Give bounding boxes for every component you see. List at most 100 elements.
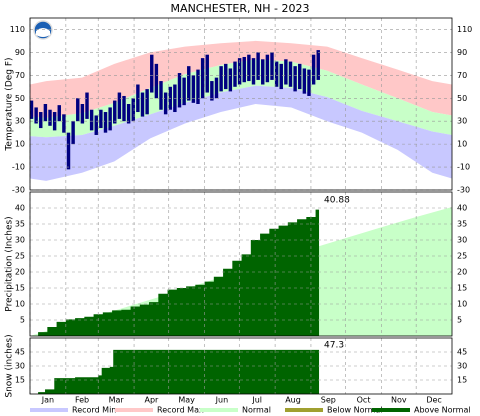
observed-temp-bar bbox=[62, 114, 66, 133]
y-tick-label: 40 bbox=[15, 204, 25, 213]
panel-frame bbox=[29, 337, 453, 395]
observed-temp-bar bbox=[76, 98, 80, 122]
observed-temp-bar bbox=[284, 59, 288, 85]
observed-temp-bar bbox=[256, 52, 260, 80]
observed-temp-bar bbox=[279, 63, 283, 90]
y-tick-label-right: 20 bbox=[457, 268, 467, 277]
panel-frame bbox=[29, 191, 453, 337]
observed-temp-bar bbox=[307, 69, 311, 96]
legend-label: Record Max bbox=[157, 406, 204, 415]
observed-temp-bar bbox=[154, 63, 159, 99]
x-tick-label: Jan bbox=[41, 396, 54, 405]
x-tick-label: Feb bbox=[75, 396, 89, 405]
observed-temp-bar bbox=[302, 68, 307, 94]
observed-temp-bar bbox=[311, 54, 316, 85]
observed-temp-bar bbox=[103, 112, 108, 133]
y-tick-label-right: 15 bbox=[457, 376, 467, 385]
y-tick-label-right: 35 bbox=[457, 220, 467, 229]
observed-temp-bar bbox=[39, 112, 43, 129]
observed-temp-bar bbox=[177, 73, 182, 108]
y-tick-label: 110 bbox=[10, 25, 25, 34]
observed-temp-bar bbox=[136, 84, 140, 113]
observed-temp-bar bbox=[150, 54, 154, 93]
observed-temp-bar bbox=[43, 104, 48, 122]
observed-temp-bar bbox=[29, 100, 34, 119]
observed-temp-bar bbox=[140, 92, 145, 117]
y-tick-label-right: 25 bbox=[457, 252, 467, 261]
y-tick-label: 10 bbox=[15, 300, 25, 309]
y-tick-label: 25 bbox=[15, 252, 25, 261]
y-tick-label-right: -30 bbox=[457, 186, 470, 195]
observed-temp-bar bbox=[163, 92, 168, 115]
y-tick-label: 15 bbox=[15, 284, 25, 293]
observed-temp-bar bbox=[242, 56, 246, 83]
x-tick-label: Oct bbox=[357, 396, 371, 405]
observed-temp-bar bbox=[270, 52, 274, 80]
observed-temp-bar bbox=[159, 81, 163, 110]
y-tick-label-right: 70 bbox=[457, 71, 467, 80]
y-tick-label: 90 bbox=[15, 48, 25, 57]
y-tick-label: 35 bbox=[15, 220, 25, 229]
x-tick-label: Jul bbox=[251, 396, 262, 405]
y-tick-label: -30 bbox=[12, 186, 25, 195]
total-annotation: 47.3 bbox=[324, 340, 344, 350]
y-tick-label: 30 bbox=[15, 117, 25, 126]
observed-temp-bar bbox=[122, 95, 126, 122]
y-axis-label: Temperature (Deg F) bbox=[5, 57, 15, 151]
observed-temp-bar bbox=[182, 77, 186, 106]
observed-temp-bar bbox=[261, 59, 265, 85]
record-max-band bbox=[30, 40, 452, 118]
y-tick-label: 30 bbox=[15, 236, 25, 245]
observed-temp-bar bbox=[228, 68, 233, 92]
x-tick-label: Aug bbox=[285, 396, 301, 405]
observed-temp-bar bbox=[274, 61, 279, 87]
observed-temp-bar bbox=[57, 105, 61, 122]
y-tick-label-right: 90 bbox=[457, 48, 467, 57]
y-tick-label: 30 bbox=[15, 362, 25, 371]
y-tick-label-right: 45 bbox=[457, 348, 467, 357]
noaa-logo bbox=[33, 20, 53, 40]
observed-temp-bar bbox=[210, 81, 214, 101]
observed-temp-bar bbox=[66, 132, 71, 170]
legend-label: Below Normal bbox=[327, 406, 383, 415]
legend-swatch bbox=[200, 408, 238, 412]
x-tick-label: Nov bbox=[391, 396, 407, 405]
y-tick-label: -10 bbox=[12, 163, 25, 172]
observed-temp-bar bbox=[219, 66, 223, 92]
observed-temp-bar bbox=[85, 92, 89, 119]
observed-temp-bar bbox=[214, 77, 219, 99]
y-tick-label: 5 bbox=[20, 316, 25, 325]
y-tick-label-right: 30 bbox=[457, 362, 467, 371]
x-tick-label: Jun bbox=[215, 396, 229, 405]
observed-temp-bar bbox=[89, 109, 94, 131]
y-axis-label: Precipitation (Inches) bbox=[5, 216, 15, 311]
y-tick-label-right: -10 bbox=[457, 163, 470, 172]
record-min-band bbox=[30, 85, 452, 181]
observed-temp-bar bbox=[298, 63, 302, 90]
legend-label: Normal bbox=[242, 406, 271, 415]
legend-swatch bbox=[285, 408, 323, 412]
y-tick-label: 70 bbox=[15, 71, 25, 80]
observed-temp-bar bbox=[251, 58, 256, 85]
observed-temp-bar bbox=[113, 100, 117, 124]
x-tick-label: Dec bbox=[426, 396, 441, 405]
y-tick-label-right: 30 bbox=[457, 117, 467, 126]
observed-temp-bar bbox=[48, 109, 52, 126]
observed-temp-bar bbox=[316, 50, 320, 80]
observed-temp-bar bbox=[233, 61, 237, 87]
y-axis-label: Snow (inches) bbox=[5, 334, 15, 397]
legend-swatch bbox=[115, 408, 153, 412]
observed-temp-bar bbox=[293, 66, 297, 92]
observed-temp-bar bbox=[126, 104, 131, 124]
x-tick-label: Mar bbox=[109, 396, 125, 405]
observed-cumulative bbox=[30, 205, 320, 336]
observed-temp-bar bbox=[191, 75, 196, 103]
normal-band bbox=[30, 59, 452, 138]
observed-temp-bar bbox=[99, 109, 103, 129]
legend-label: Above Normal bbox=[414, 406, 471, 415]
legend-swatch bbox=[30, 408, 68, 412]
legend-label: Record Min bbox=[72, 406, 116, 415]
observed-temp-bar bbox=[237, 58, 242, 85]
observed-temp-bar bbox=[34, 107, 38, 124]
